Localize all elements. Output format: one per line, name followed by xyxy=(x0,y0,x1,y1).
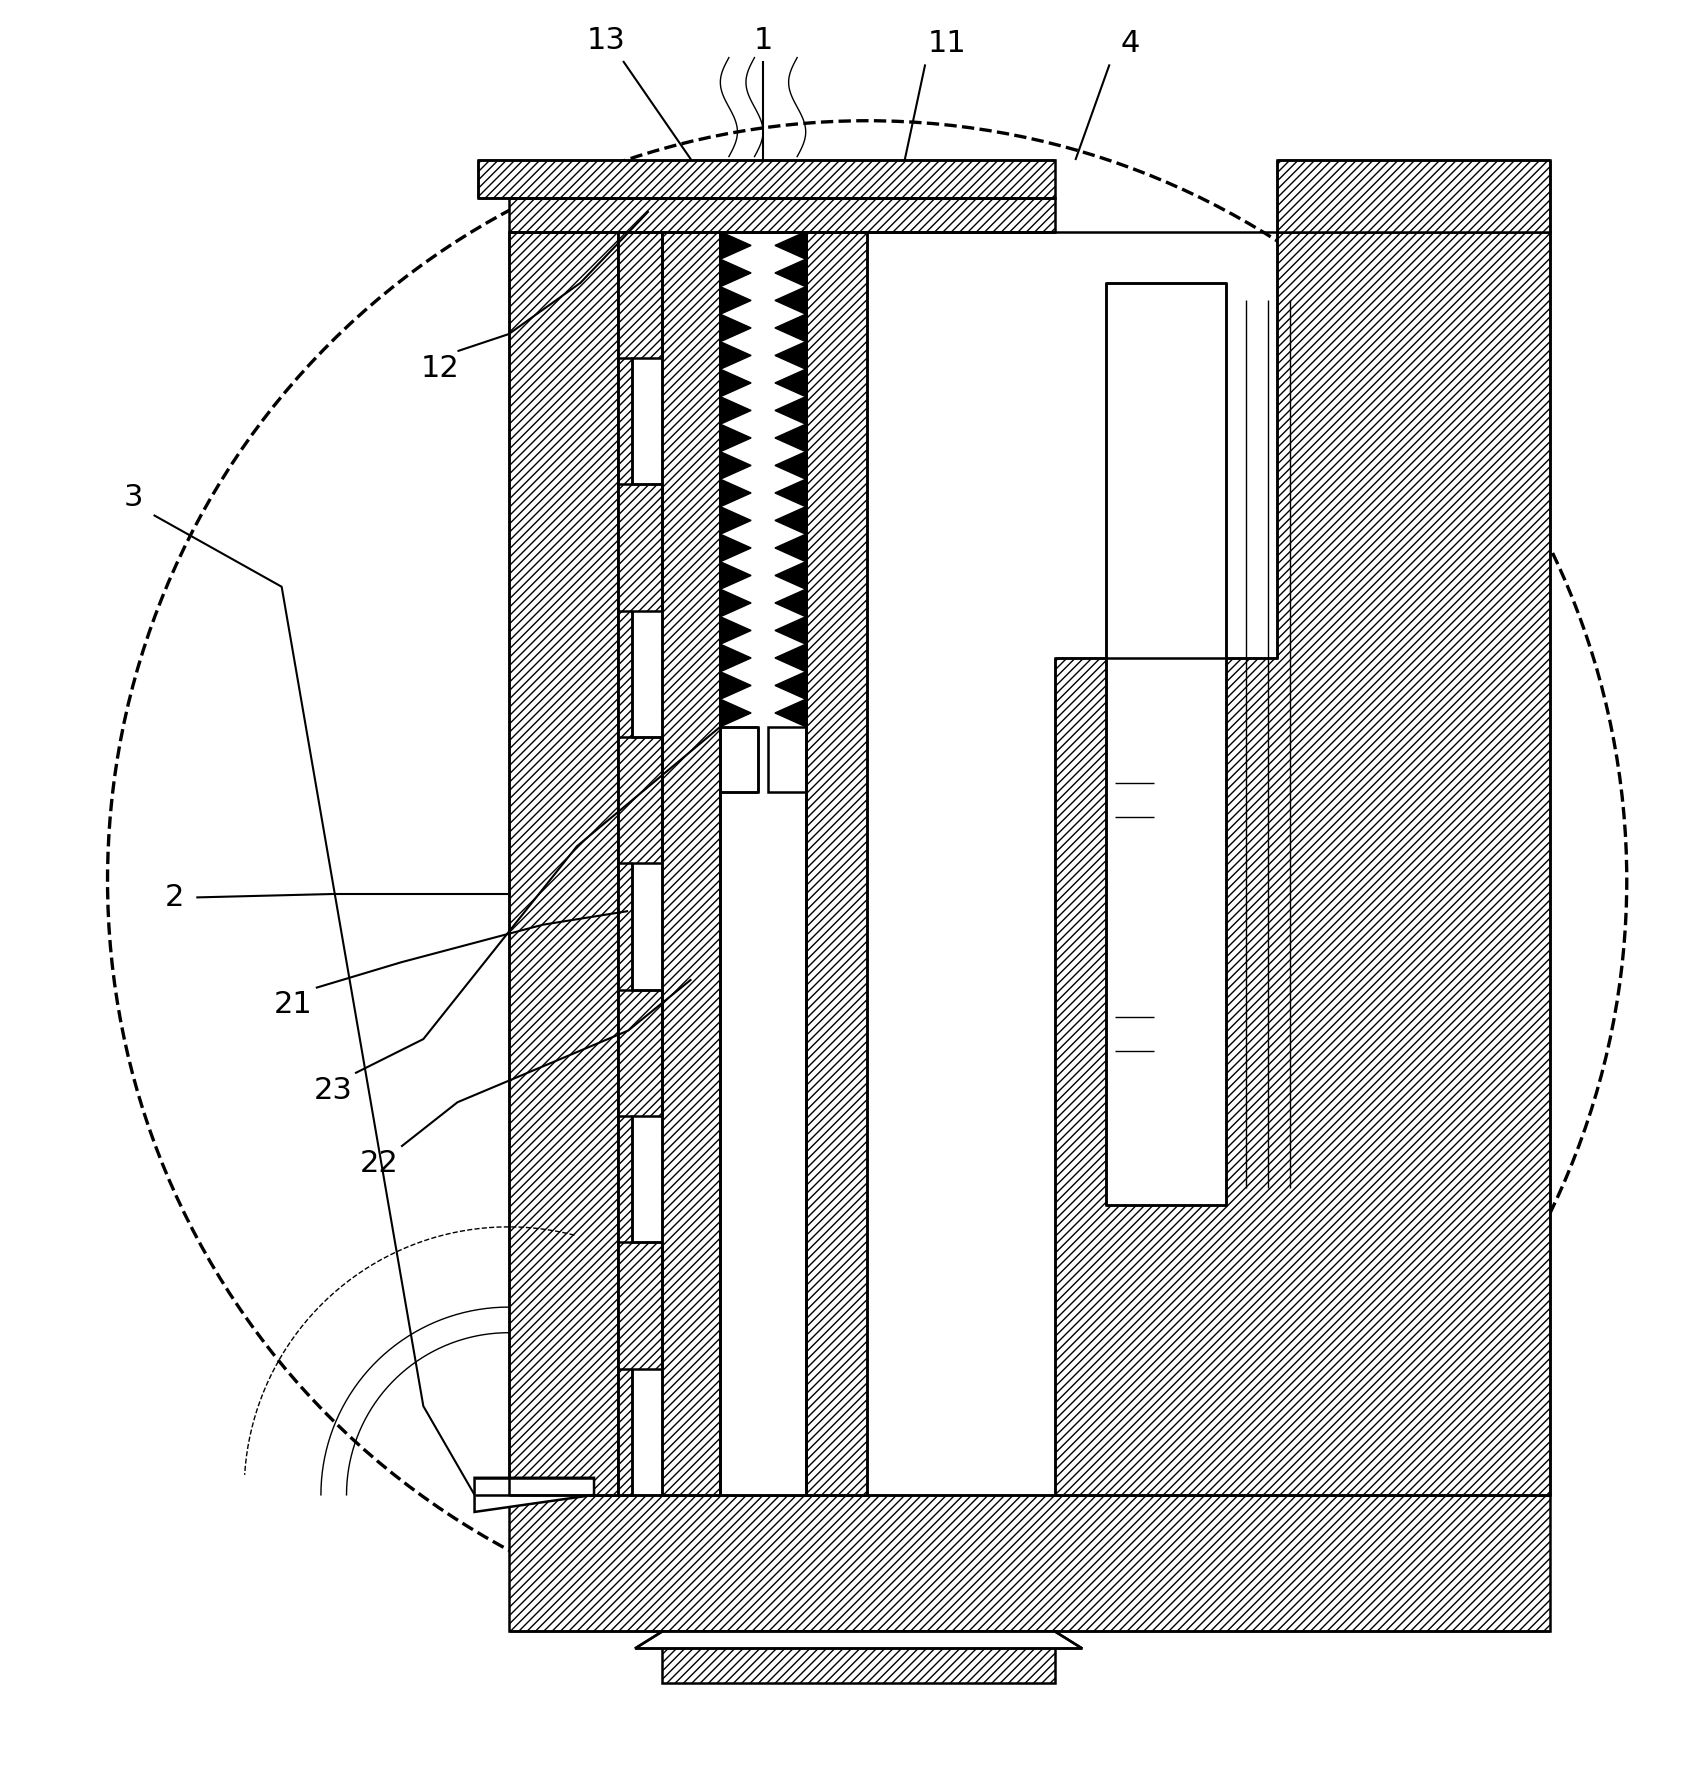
Polygon shape xyxy=(775,397,806,424)
Polygon shape xyxy=(775,315,806,342)
Polygon shape xyxy=(775,506,806,535)
Polygon shape xyxy=(1106,283,1226,1205)
Polygon shape xyxy=(775,259,806,286)
Text: 21: 21 xyxy=(275,991,312,1019)
Polygon shape xyxy=(509,1495,1550,1631)
Text: 4: 4 xyxy=(1120,29,1140,59)
Polygon shape xyxy=(618,232,662,1495)
Polygon shape xyxy=(775,479,806,506)
Polygon shape xyxy=(775,286,806,315)
Text: 1: 1 xyxy=(753,27,773,55)
Polygon shape xyxy=(775,617,806,644)
Polygon shape xyxy=(775,424,806,452)
Text: 11: 11 xyxy=(929,29,966,59)
Text: 2: 2 xyxy=(164,883,184,912)
Polygon shape xyxy=(720,232,751,259)
Polygon shape xyxy=(775,699,806,726)
Polygon shape xyxy=(720,590,751,617)
Polygon shape xyxy=(720,699,751,726)
Polygon shape xyxy=(720,315,751,342)
Polygon shape xyxy=(509,232,618,1495)
Polygon shape xyxy=(720,644,751,672)
Text: 23: 23 xyxy=(314,1076,352,1105)
Polygon shape xyxy=(720,286,751,315)
Polygon shape xyxy=(662,232,720,1495)
Polygon shape xyxy=(720,535,751,561)
Polygon shape xyxy=(775,535,806,561)
Text: 12: 12 xyxy=(422,354,459,383)
Polygon shape xyxy=(775,561,806,590)
Text: 3: 3 xyxy=(123,483,143,513)
Polygon shape xyxy=(775,590,806,617)
Polygon shape xyxy=(720,506,751,535)
Polygon shape xyxy=(720,397,751,424)
Polygon shape xyxy=(1277,159,1550,232)
Polygon shape xyxy=(662,1631,1055,1683)
Polygon shape xyxy=(775,232,806,259)
Polygon shape xyxy=(475,1479,594,1513)
Polygon shape xyxy=(768,726,806,792)
Polygon shape xyxy=(720,368,751,397)
Polygon shape xyxy=(720,232,806,1495)
Polygon shape xyxy=(775,644,806,672)
Polygon shape xyxy=(1055,232,1550,1495)
Polygon shape xyxy=(720,726,758,792)
Polygon shape xyxy=(806,232,867,1495)
Polygon shape xyxy=(720,259,751,286)
Polygon shape xyxy=(509,197,1055,232)
Polygon shape xyxy=(775,342,806,368)
Polygon shape xyxy=(720,672,751,699)
Polygon shape xyxy=(720,561,751,590)
Text: 22: 22 xyxy=(360,1150,398,1178)
Polygon shape xyxy=(720,424,751,452)
Polygon shape xyxy=(775,368,806,397)
Polygon shape xyxy=(478,159,1055,197)
Polygon shape xyxy=(775,672,806,699)
Polygon shape xyxy=(635,1631,1082,1649)
Polygon shape xyxy=(720,452,751,479)
Text: 13: 13 xyxy=(587,27,625,55)
Polygon shape xyxy=(720,342,751,368)
Polygon shape xyxy=(720,617,751,644)
Polygon shape xyxy=(720,479,751,506)
Polygon shape xyxy=(775,452,806,479)
